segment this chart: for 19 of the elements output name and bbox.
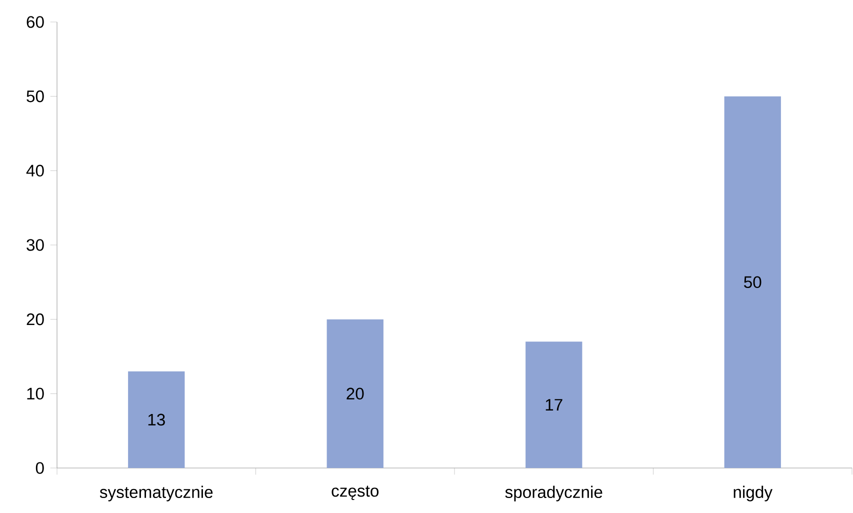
- y-tick-label: 30: [26, 239, 44, 251]
- bar: [326, 319, 384, 468]
- data-label: 20: [346, 388, 364, 400]
- data-label: 17: [546, 399, 562, 411]
- bar: [526, 342, 582, 468]
- data-label: 50: [744, 276, 762, 288]
- y-tick-label: 0: [36, 462, 44, 474]
- y-tick-label: 20: [26, 313, 44, 326]
- y-tick-label: 60: [26, 16, 44, 28]
- y-tick-label: 50: [26, 90, 44, 102]
- x-tick-label: sporadycznie: [505, 486, 602, 502]
- x-tick-label: systematycznie: [100, 486, 213, 502]
- y-tick-label: 10: [27, 388, 44, 400]
- y-tick-label: 40: [26, 164, 44, 177]
- bar: [724, 96, 781, 468]
- x-tick-label: nigdy: [734, 486, 772, 502]
- x-tick-label: często: [332, 486, 379, 500]
- bar: [128, 371, 185, 468]
- data-label: 13: [148, 414, 165, 426]
